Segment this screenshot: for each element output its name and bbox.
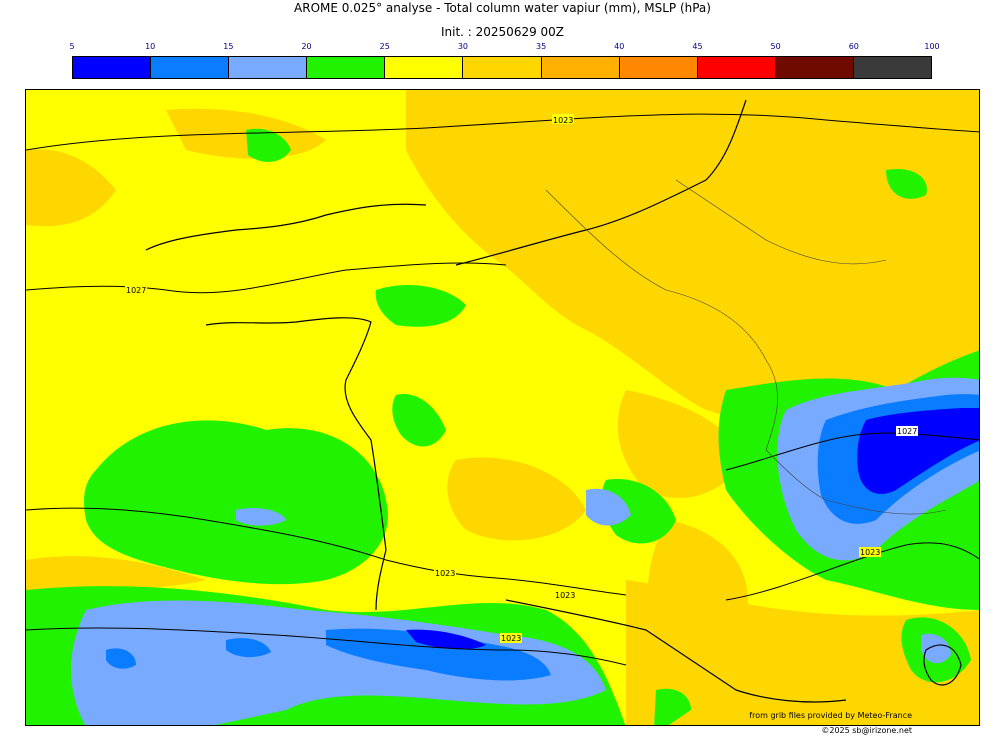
- colorbar-segment: [697, 57, 776, 78]
- colorbar-tick-label: 30: [457, 42, 468, 51]
- map-svg: 1023 1027 1023 1023 1023 1023 1027: [26, 90, 979, 725]
- isobar-label: 1027: [897, 427, 917, 436]
- colorbar-segment: [775, 57, 854, 78]
- colorbar-segment: [463, 57, 542, 78]
- colorbar-tick-label: 20: [301, 42, 312, 51]
- field-30-35: [26, 90, 979, 725]
- colorbar: [72, 56, 932, 79]
- colorbar-segment: [853, 57, 932, 78]
- colorbar-segment: [385, 57, 464, 78]
- map-panel: 1023 1027 1023 1023 1023 1023 1027: [25, 89, 980, 726]
- colorbar-tick-label: 40: [614, 42, 625, 51]
- borders: [545, 179, 947, 515]
- isobar-label: 1027: [126, 286, 146, 295]
- copyright: ©2025 sb@irizone.net: [821, 726, 912, 735]
- source-credit: from grib files provided by Meteo-France: [749, 711, 912, 720]
- colorbar-tick-label: 45: [692, 42, 703, 51]
- colorbar-segment: [307, 57, 386, 78]
- colorbar-tick-label: 10: [145, 42, 156, 51]
- isobar-label: 1023: [501, 634, 521, 643]
- colorbar-tick-label: 50: [770, 42, 781, 51]
- colorbar-tick-label: 100: [924, 42, 940, 51]
- isobar-label-group: 1023 1027 1023 1023 1023 1023 1027: [125, 114, 918, 643]
- isobar-label: 1023: [860, 548, 880, 557]
- colorbar-segment: [73, 57, 152, 78]
- colorbar-tick-label: 35: [535, 42, 547, 51]
- colorbar-tick-label: 15: [223, 42, 234, 51]
- isobar-label: 1023: [435, 569, 455, 578]
- colorbar-tick-label: 25: [379, 42, 390, 51]
- field-5-10: [406, 408, 979, 650]
- colorbar-tick-label: 60: [848, 42, 859, 51]
- colorbar-segment: [541, 57, 620, 78]
- init-time: Init. : 20250629 00Z: [440, 25, 565, 39]
- colorbar-tick-label: 5: [69, 42, 75, 51]
- map-title: AROME 0.025° analyse - Total column wate…: [294, 1, 711, 15]
- isobar-label: 1023: [553, 116, 573, 125]
- coastlines: [145, 99, 962, 703]
- colorbar-segment: [229, 57, 308, 78]
- colorbar-segment: [151, 57, 230, 78]
- isobar-label: 1023: [555, 591, 575, 600]
- colorbar-segment: [619, 57, 698, 78]
